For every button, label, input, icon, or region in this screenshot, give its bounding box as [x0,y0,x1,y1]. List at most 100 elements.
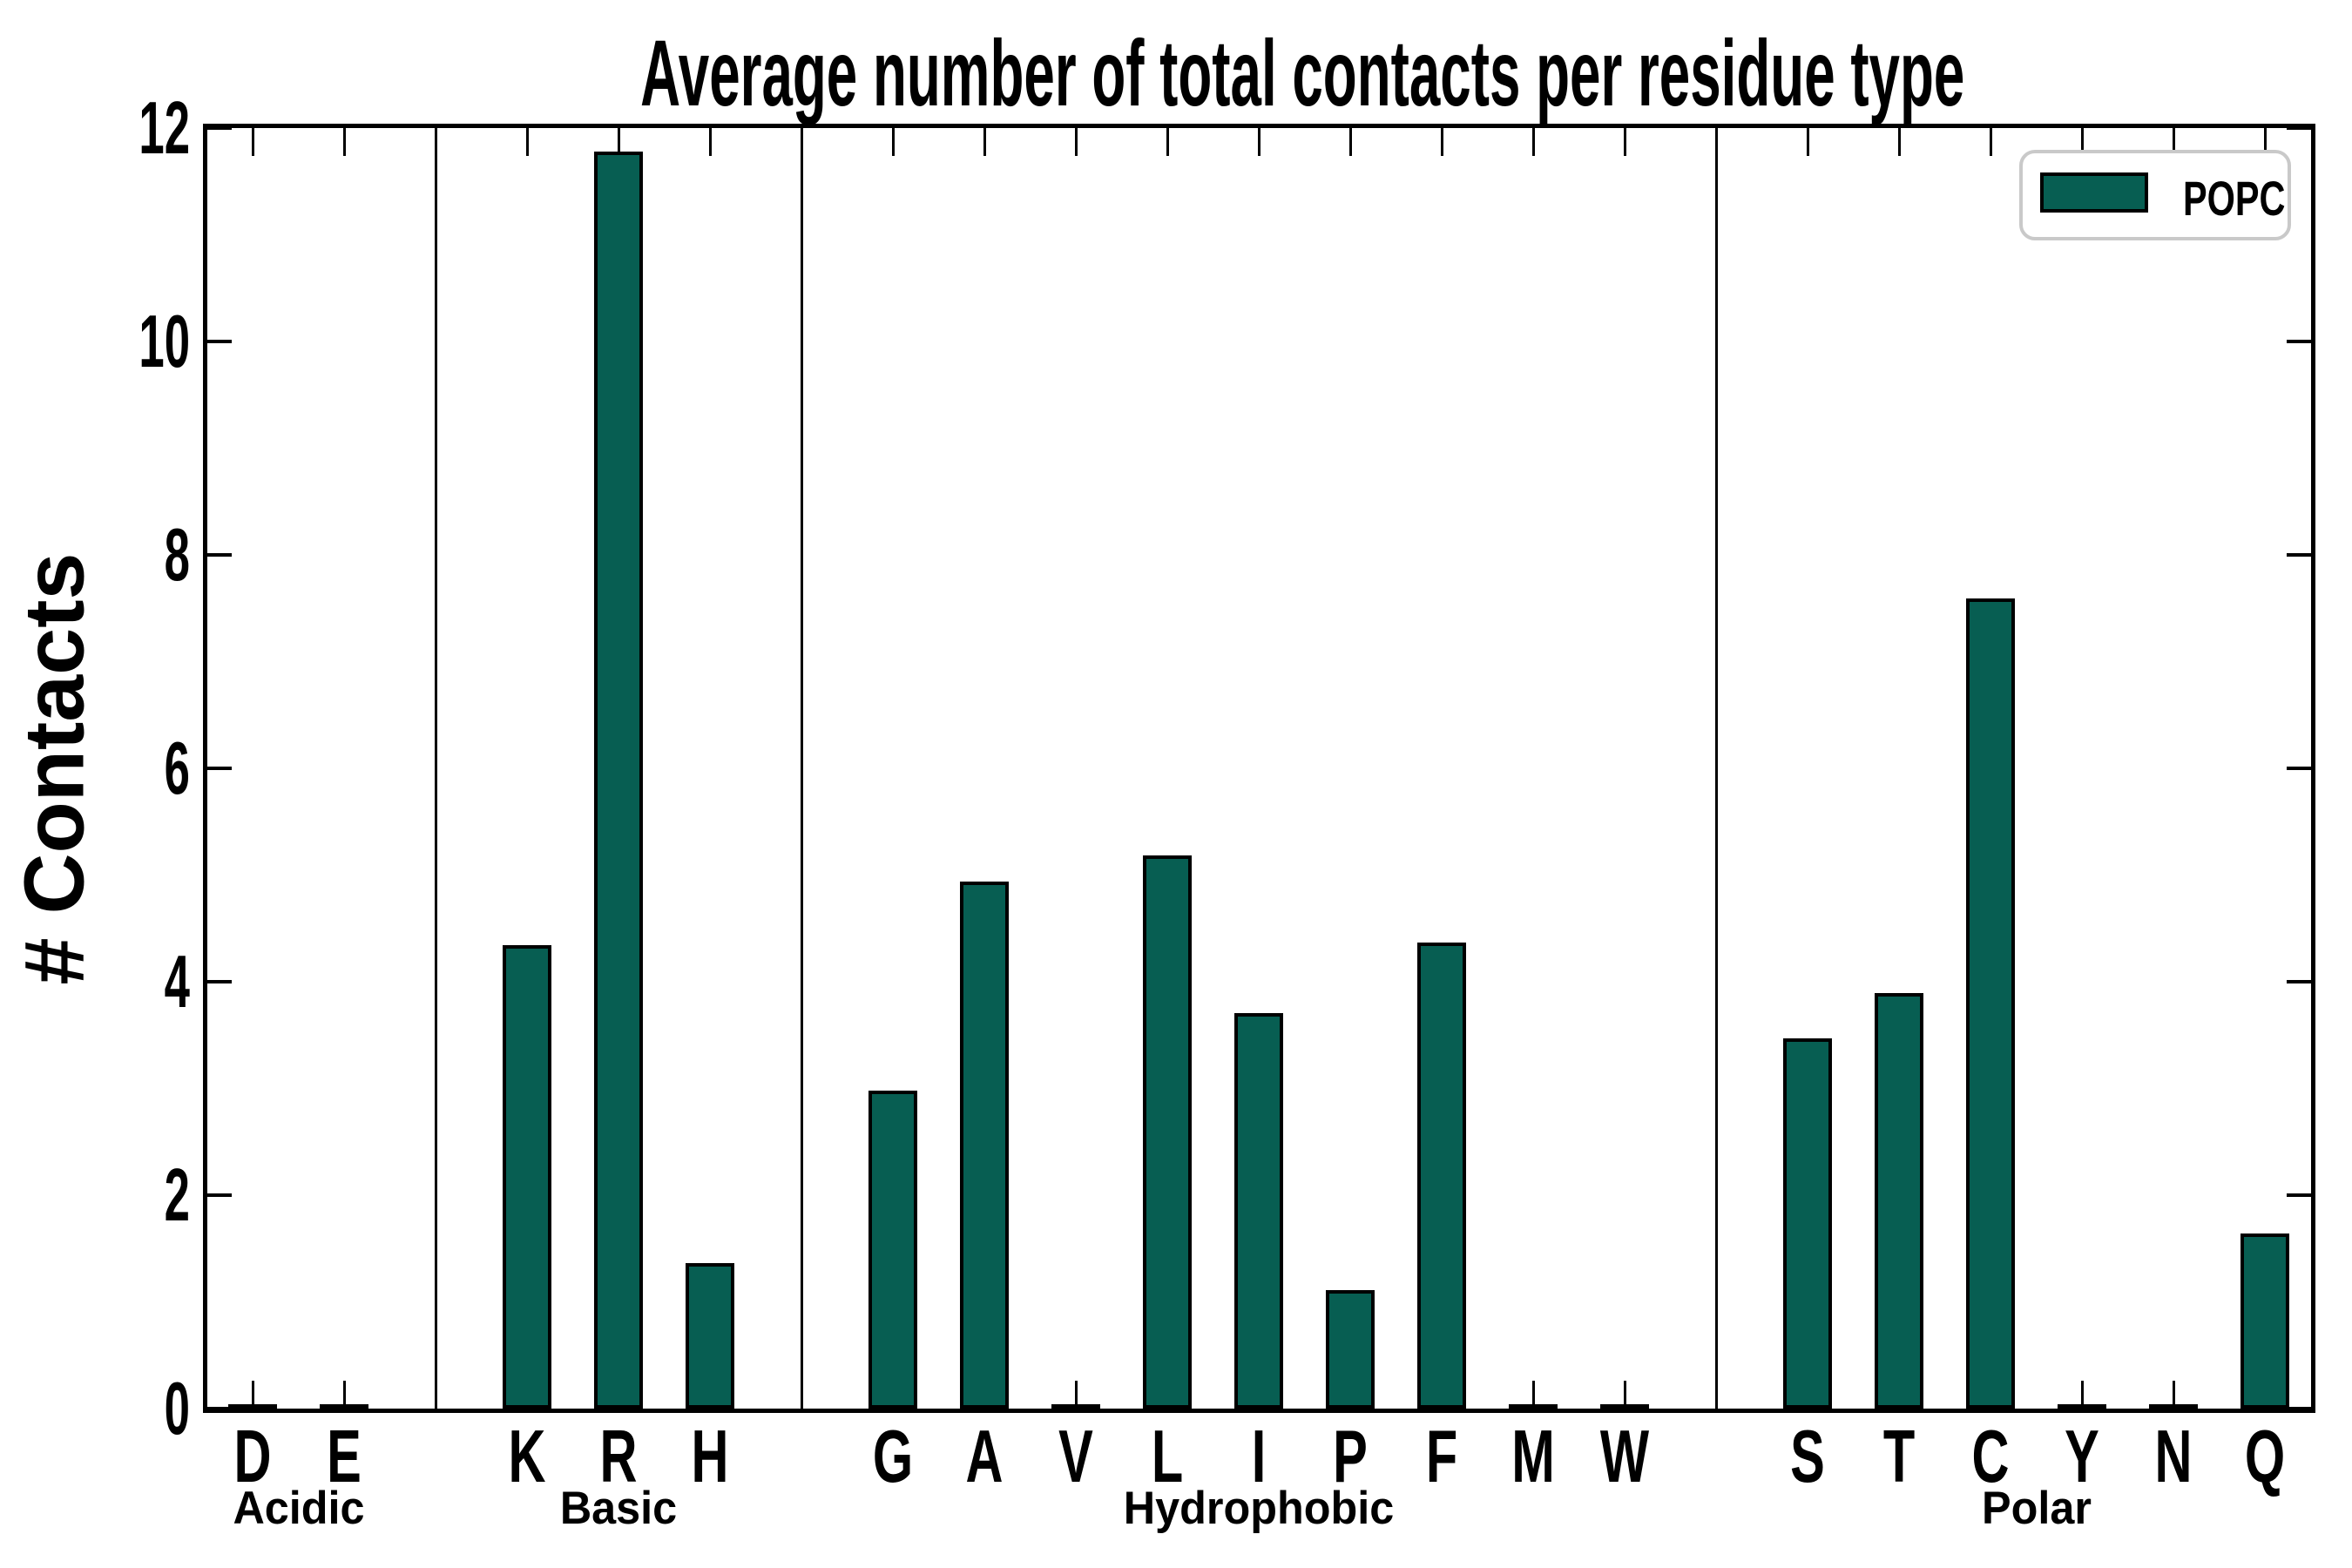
bar-N [2149,1404,2198,1409]
y-tick-left-6 [207,767,232,770]
x-tick-top-Q [2263,128,2267,156]
x-tick-top-H [708,128,712,156]
x-tick-label-D: D [233,1416,272,1498]
x-tick-top-F [1440,128,1443,156]
y-tick-right-0 [2287,1407,2311,1410]
chart-title: Average number of total contacts per res… [640,20,1965,125]
bar-P [1326,1290,1375,1409]
y-tick-right-12 [2287,126,2311,130]
x-tick-label-V: V [1058,1416,1093,1498]
y-tick-left-0 [207,1407,232,1410]
x-tick-top-M [1531,128,1535,156]
x-tick-top-T [1897,128,1901,156]
bar-G [868,1090,917,1409]
y-tick-label-4: 4 [164,941,190,1024]
x-tick-top-D [251,128,254,156]
x-tick-bottom-V [1074,1381,1078,1409]
y-tick-label-12: 12 [139,87,190,170]
bar-H [686,1263,734,1409]
group-label-Hydrophobic: Hydrophobic [1123,1483,1395,1534]
legend-label-popc: POPC [2183,171,2286,226]
x-tick-bottom-D [251,1381,254,1409]
x-tick-label-H: H [691,1416,729,1498]
x-tick-top-E [342,128,346,156]
bar-S [1783,1037,1832,1409]
x-tick-bottom-W [1623,1381,1626,1409]
x-tick-label-R: R [599,1416,638,1498]
x-tick-top-P [1348,128,1352,156]
legend-swatch-popc [2040,172,2148,213]
y-tick-left-8 [207,553,232,557]
x-tick-top-S [1806,128,1809,156]
bar-K [503,945,551,1409]
group-divider-3 [1714,128,1718,1409]
x-tick-top-A [983,128,986,156]
bar-I [1234,1012,1283,1409]
x-tick-top-Y [2080,128,2084,156]
y-tick-left-10 [207,340,232,343]
x-tick-top-W [1623,128,1626,156]
x-tick-label-S: S [1790,1416,1825,1498]
group-label-Acidic: Acidic [232,1483,365,1534]
bar-V [1051,1404,1100,1409]
group-label-Basic: Basic [559,1483,678,1534]
bar-Y [2058,1404,2106,1409]
bar-T [1875,993,1923,1409]
y-tick-left-4 [207,980,232,983]
group-divider-1 [434,128,437,1409]
bar-A [960,881,1009,1409]
plot-area [203,124,2315,1413]
x-tick-top-C [1989,128,1992,156]
x-tick-bottom-M [1531,1381,1535,1409]
y-tick-right-2 [2287,1193,2311,1197]
bar-D [228,1404,277,1409]
bar-Q [2240,1233,2289,1409]
x-tick-bottom-E [342,1381,346,1409]
y-tick-left-2 [207,1193,232,1197]
x-tick-label-I: I [1251,1416,1267,1498]
x-tick-top-G [891,128,895,156]
group-label-Polar: Polar [1981,1483,2092,1534]
bar-W [1600,1404,1649,1409]
x-tick-top-N [2172,128,2175,156]
bar-E [320,1404,368,1409]
y-tick-label-2: 2 [164,1154,190,1237]
y-tick-right-4 [2287,980,2311,983]
x-tick-label-L: L [1151,1416,1184,1498]
x-tick-label-Y: Y [2065,1416,2099,1498]
x-tick-label-K: K [508,1416,546,1498]
x-tick-bottom-N [2172,1381,2175,1409]
y-tick-right-10 [2287,340,2311,343]
bar-L [1143,855,1192,1409]
bar-R [594,151,643,1409]
x-tick-label-A: A [965,1416,1004,1498]
x-tick-bottom-Y [2080,1381,2084,1409]
x-tick-top-K [525,128,529,156]
x-tick-label-N: N [2154,1416,2193,1498]
y-tick-label-10: 10 [139,301,190,383]
bar-C [1966,598,2015,1409]
x-tick-label-Q: Q [2244,1416,2286,1498]
legend: POPC [2019,150,2291,240]
x-tick-label-W: W [1599,1416,1650,1498]
y-axis-label: # Contacts [6,552,102,985]
x-tick-label-F: F [1425,1416,1458,1498]
x-tick-label-C: C [1971,1416,2010,1498]
y-tick-right-6 [2287,767,2311,770]
x-tick-top-V [1074,128,1078,156]
y-tick-label-6: 6 [164,727,190,810]
x-tick-label-G: G [872,1416,914,1498]
x-tick-top-I [1257,128,1260,156]
x-tick-top-L [1166,128,1169,156]
bar-F [1417,942,1466,1409]
y-tick-left-12 [207,126,232,130]
x-tick-top-R [617,128,620,156]
y-tick-label-8: 8 [164,514,190,597]
y-tick-right-8 [2287,553,2311,557]
group-divider-2 [800,128,803,1409]
x-tick-label-M: M [1511,1416,1555,1498]
x-tick-label-E: E [327,1416,362,1498]
y-tick-label-0: 0 [164,1368,190,1450]
bar-M [1509,1404,1558,1409]
